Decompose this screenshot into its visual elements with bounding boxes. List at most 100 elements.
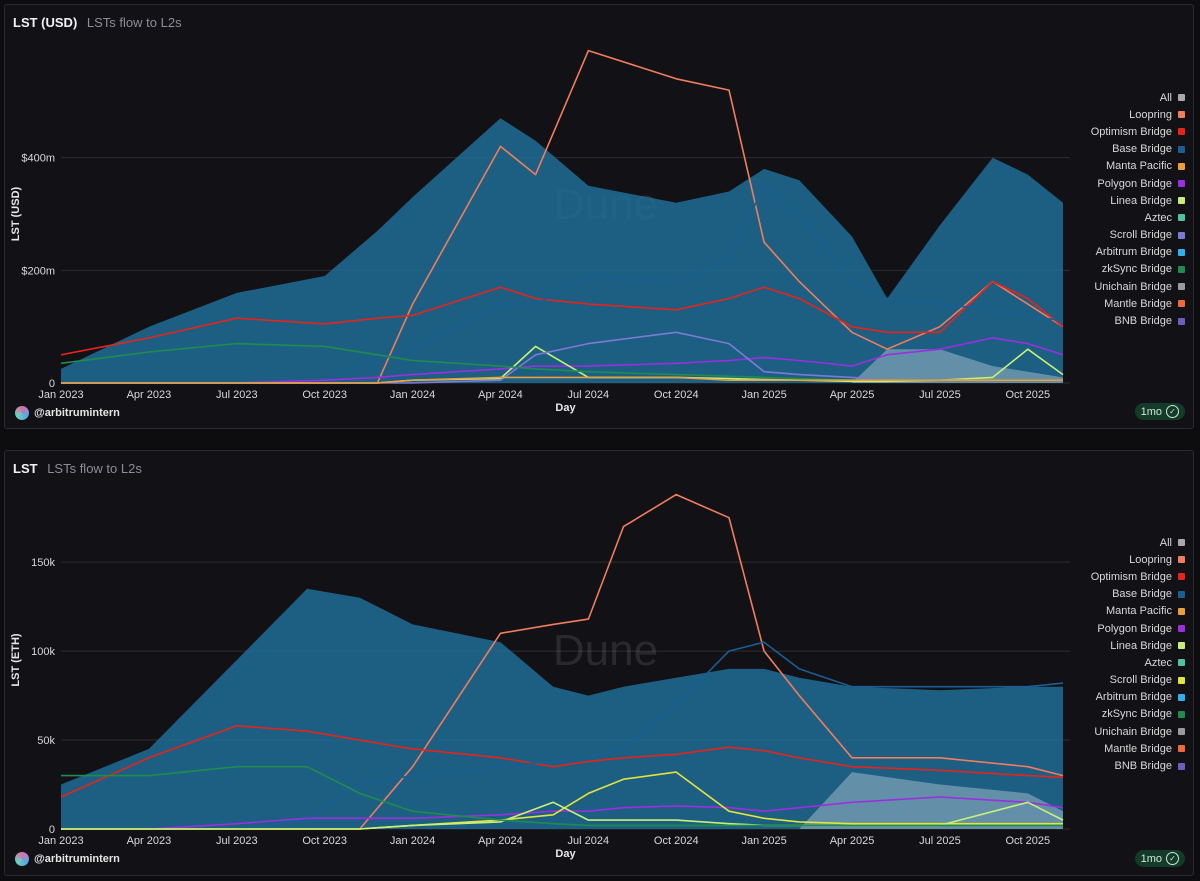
legend-swatch — [1178, 762, 1185, 770]
legend-item[interactable]: Mantle Bridge — [1035, 740, 1185, 757]
chart-title: LST LSTs flow to L2s — [13, 461, 142, 476]
refresh-badge[interactable]: 1mo ✓ — [1134, 403, 1185, 420]
legend-item[interactable]: Linea Bridge — [1035, 637, 1185, 654]
legend-item[interactable]: Loopring — [1035, 106, 1185, 123]
legend-item[interactable]: Optimism Bridge — [1035, 123, 1185, 140]
x-tick-label: Jul 2023 — [216, 835, 258, 847]
legend-label: Arbitrum Bridge — [1095, 691, 1172, 704]
legend-item[interactable]: Base Bridge — [1035, 141, 1185, 158]
legend-label: BNB Bridge — [1114, 315, 1172, 328]
avatar — [15, 852, 29, 866]
check-icon: ✓ — [1166, 405, 1179, 418]
x-tick-label: Oct 2023 — [302, 835, 347, 847]
legend-item[interactable]: Arbitrum Bridge — [1035, 689, 1185, 706]
legend-label: Unichain Bridge — [1094, 280, 1172, 293]
avatar — [15, 406, 29, 420]
legend-item[interactable]: Mantle Bridge — [1035, 295, 1185, 312]
legend-item[interactable]: Base Bridge — [1035, 586, 1185, 603]
y-axis-title: LST (USD) — [10, 186, 22, 241]
legend-item[interactable]: Scroll Bridge — [1035, 672, 1185, 689]
legend-swatch — [1178, 693, 1185, 701]
legend-item[interactable]: Scroll Bridge — [1035, 227, 1185, 244]
x-tick-label: Apr 2025 — [830, 389, 875, 401]
refresh-badge[interactable]: 1mo ✓ — [1134, 850, 1185, 867]
legend-item[interactable]: BNB Bridge — [1035, 757, 1185, 774]
legend-label: Polygon Bridge — [1097, 177, 1172, 190]
x-axis-title: Day — [555, 402, 576, 414]
y-tick-label: 0 — [49, 824, 55, 836]
series-line-optimism-bridge — [60, 280, 1064, 356]
legend-item[interactable]: Aztec — [1035, 654, 1185, 671]
legend-item[interactable]: Loopring — [1035, 551, 1185, 568]
chart-usd[interactable]: 0 $200m $400m Jan 2023 Apr 2023 Jul 2023 Oct 2… — [5, 5, 1195, 430]
legend-label: BNB Bridge — [1114, 760, 1172, 773]
author[interactable]: @arbitrumintern — [15, 406, 120, 420]
series-line-zksync-bridge — [61, 765, 1063, 827]
legend-swatch — [1178, 625, 1185, 633]
legend-label: Unichain Bridge — [1094, 725, 1172, 738]
badge-label: 1mo — [1140, 405, 1162, 418]
y-tick-label: 150k — [31, 557, 55, 569]
series-area-unichain-bridge — [61, 772, 1063, 829]
x-axis-title: Day — [555, 848, 576, 860]
x-tick-label: Jan 2025 — [742, 835, 787, 847]
legend-item[interactable]: Aztec — [1035, 209, 1185, 226]
legend-item[interactable]: Manta Pacific — [1035, 158, 1185, 175]
chart-subtitle: LSTs flow to L2s — [86, 15, 182, 30]
legend-swatch — [1178, 317, 1185, 325]
legend-item[interactable]: Unichain Bridge — [1035, 723, 1185, 740]
legend-item[interactable]: All — [1035, 534, 1185, 551]
legend-item[interactable]: zkSync Bridge — [1035, 261, 1185, 278]
legend-swatch — [1178, 283, 1185, 291]
legend-label: Linea Bridge — [1110, 639, 1172, 652]
legend[interactable]: All Loopring Optimism Bridge Base Bridge Man… — [1035, 534, 1185, 775]
legend-swatch — [1178, 248, 1185, 256]
x-tick-label: Jan 2024 — [390, 389, 435, 401]
legend-item[interactable]: Unichain Bridge — [1035, 278, 1185, 295]
legend-item[interactable]: All — [1035, 89, 1185, 106]
series-line-polygon-bridge — [61, 796, 1064, 830]
legend-label: Aztec — [1144, 656, 1172, 669]
legend-swatch — [1178, 214, 1185, 222]
x-tick-label: Oct 2024 — [654, 835, 699, 847]
chart-title-main: LST (USD) — [13, 15, 78, 30]
legend-item[interactable]: BNB Bridge — [1035, 312, 1185, 329]
legend-label: Polygon Bridge — [1097, 622, 1172, 635]
legend-swatch — [1178, 231, 1185, 239]
legend-label: Optimism Bridge — [1090, 570, 1172, 583]
author[interactable]: @arbitrumintern — [15, 852, 120, 866]
legend-label: zkSync Bridge — [1101, 263, 1172, 276]
legend[interactable]: All Loopring Optimism Bridge Base Bridge Man… — [1035, 89, 1185, 330]
legend-swatch — [1178, 128, 1185, 136]
legend-item[interactable]: Arbitrum Bridge — [1035, 244, 1185, 261]
legend-label: Scroll Bridge — [1109, 674, 1172, 687]
legend-label: Linea Bridge — [1110, 194, 1172, 207]
legend-item[interactable]: Manta Pacific — [1035, 603, 1185, 620]
x-tick-label: Apr 2023 — [127, 389, 172, 401]
x-tick-label: Apr 2025 — [830, 835, 875, 847]
x-tick-label: Jul 2025 — [919, 389, 961, 401]
series-line-optimism-bridge — [60, 725, 1064, 798]
legend-item[interactable]: Optimism Bridge — [1035, 568, 1185, 585]
watermark: Dune — [553, 626, 658, 675]
legend-label: Manta Pacific — [1105, 605, 1172, 618]
legend-item[interactable]: Polygon Bridge — [1035, 175, 1185, 192]
legend-label: Aztec — [1144, 211, 1172, 224]
legend-label: Base Bridge — [1112, 143, 1172, 156]
legend-label: Loopring — [1129, 108, 1172, 121]
chart-eth[interactable]: 0 50k 100k 150k Jan 2023 Apr 2023 Jul 2023 Oct … — [5, 451, 1195, 877]
legend-label: Mantle Bridge — [1104, 742, 1172, 755]
y-tick-label: 100k — [31, 646, 55, 658]
x-tick-label: Jul 2023 — [216, 389, 258, 401]
x-tick-label: Jul 2024 — [568, 389, 610, 401]
legend-item[interactable]: zkSync Bridge — [1035, 706, 1185, 723]
legend-swatch — [1178, 197, 1185, 205]
legend-swatch — [1178, 556, 1185, 564]
legend-item[interactable]: Linea Bridge — [1035, 192, 1185, 209]
legend-item[interactable]: Polygon Bridge — [1035, 620, 1185, 637]
legend-label: Mantle Bridge — [1104, 297, 1172, 310]
series-area-all — [61, 118, 1063, 383]
x-tick-label: Jul 2025 — [919, 835, 961, 847]
legend-swatch — [1178, 676, 1185, 684]
legend-swatch — [1178, 573, 1185, 581]
